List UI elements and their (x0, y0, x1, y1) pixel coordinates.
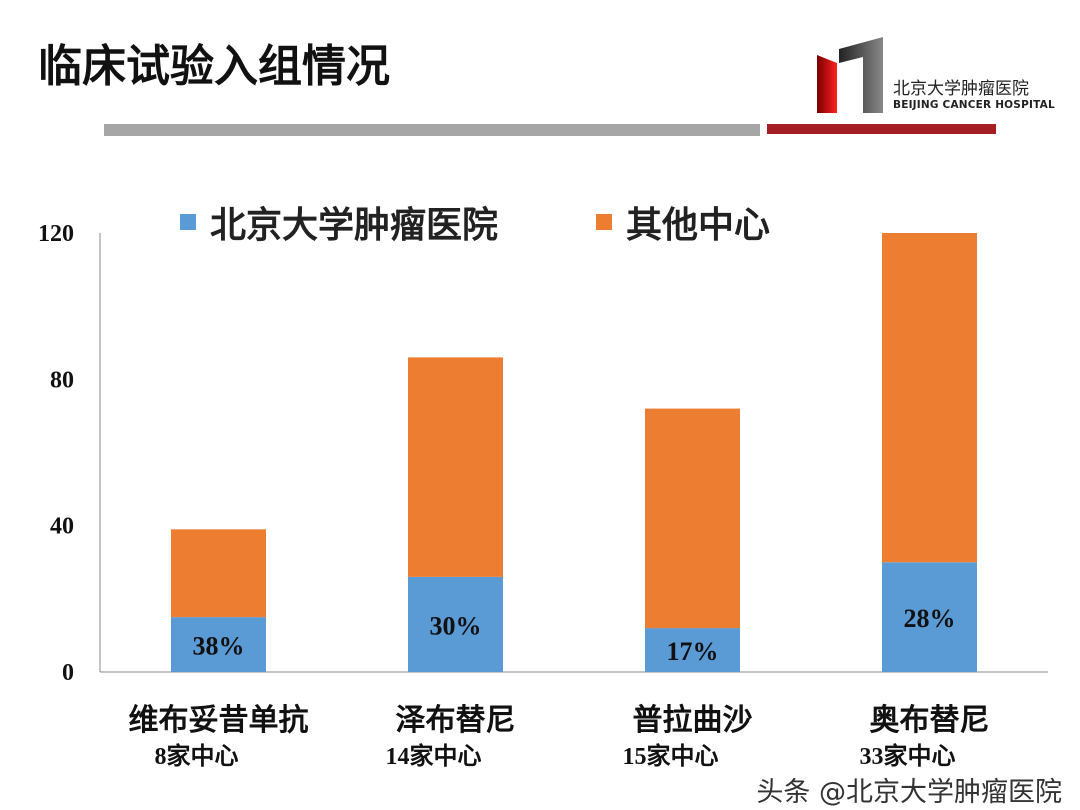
x-category-label: 奥布替尼 (870, 703, 990, 738)
y-tick-label: 0 (62, 660, 74, 686)
page-title: 临床试验入组情况 (38, 41, 390, 92)
logo-text-en: BEIJING CANCER HOSPITAL (893, 99, 1055, 111)
data-label: 30% (430, 611, 482, 640)
data-label: 38% (193, 632, 245, 661)
bar-bjch-2 (645, 628, 740, 672)
hospital-logo-icon (817, 37, 883, 113)
x-category-label: 维布妥昔单抗 (129, 703, 309, 738)
x-subcategory-label: 14家中心 (386, 742, 482, 770)
legend-item-0: 北京大学肿瘤医院 (180, 196, 498, 248)
watermark: 头条 @北京大学肿瘤医院 (756, 777, 1062, 808)
data-label: 17% (667, 637, 719, 666)
x-subcategory-label: 8家中心 (155, 742, 239, 770)
bar-other-3 (882, 233, 977, 563)
bar-other-1 (408, 357, 503, 577)
legend-label: 其他中心 (626, 205, 771, 246)
y-tick-label: 120 (38, 221, 74, 247)
bar-other-2 (645, 408, 740, 629)
title-divider-red (767, 124, 996, 134)
y-tick-label: 80 (50, 367, 74, 393)
title-divider-gray (104, 124, 760, 136)
bar-bjch-3 (882, 562, 977, 672)
x-subcategory-label: 33家中心 (860, 742, 956, 770)
data-label: 28% (904, 604, 956, 633)
legend-item-1: 其他中心 (596, 196, 770, 248)
legend-swatch (180, 214, 196, 230)
bar-bjch-1 (408, 576, 503, 672)
x-category-label: 泽布替尼 (396, 703, 516, 738)
logo-text-cn: 北京大学肿瘤医院 (893, 79, 1029, 99)
x-subcategory-label: 15家中心 (623, 742, 719, 770)
legend-label: 北京大学肿瘤医院 (210, 205, 499, 246)
legend-swatch (596, 214, 612, 230)
bar-other-0 (171, 529, 266, 618)
y-tick-label: 40 (50, 514, 74, 540)
bar-bjch-0 (171, 617, 266, 672)
x-category-label: 普拉曲沙 (633, 703, 753, 738)
